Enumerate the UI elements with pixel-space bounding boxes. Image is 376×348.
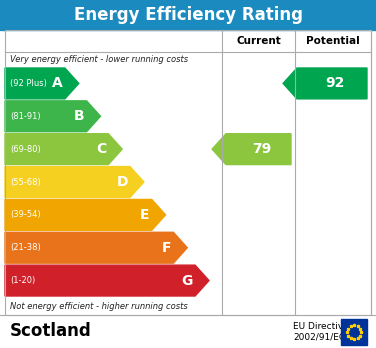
Polygon shape (5, 265, 209, 296)
Text: F: F (162, 241, 171, 255)
Polygon shape (5, 199, 165, 230)
Polygon shape (283, 68, 367, 99)
Text: (69-80): (69-80) (10, 145, 41, 154)
Text: (1-20): (1-20) (10, 276, 35, 285)
Text: EU Directive: EU Directive (293, 322, 349, 331)
Text: (92 Plus): (92 Plus) (10, 79, 47, 88)
Text: B: B (74, 109, 85, 123)
Text: (21-38): (21-38) (10, 243, 41, 252)
Bar (341, 319, 367, 345)
Polygon shape (212, 134, 291, 165)
Text: (39-54): (39-54) (10, 210, 41, 219)
Text: Potential: Potential (306, 36, 360, 46)
Bar (5, 30, 371, 315)
Polygon shape (5, 101, 100, 132)
Polygon shape (5, 134, 122, 165)
Text: E: E (140, 208, 150, 222)
Text: Not energy efficient - higher running costs: Not energy efficient - higher running co… (10, 302, 188, 311)
Text: Energy Efficiency Rating: Energy Efficiency Rating (73, 6, 303, 24)
Text: C: C (96, 142, 106, 156)
Polygon shape (5, 68, 79, 99)
Text: (81-91): (81-91) (10, 112, 41, 121)
Text: 79: 79 (252, 142, 271, 156)
Text: G: G (182, 274, 193, 287)
Polygon shape (5, 167, 144, 197)
Text: Scotland: Scotland (10, 323, 92, 340)
Polygon shape (5, 232, 187, 263)
Text: 92: 92 (325, 77, 344, 90)
Text: (55-68): (55-68) (10, 177, 41, 187)
Bar (0, 0, 376, 30)
Text: A: A (52, 77, 63, 90)
Text: Current: Current (236, 36, 281, 46)
Text: Very energy efficient - lower running costs: Very energy efficient - lower running co… (10, 55, 188, 64)
Text: 2002/91/EC: 2002/91/EC (293, 332, 345, 341)
Text: D: D (117, 175, 128, 189)
